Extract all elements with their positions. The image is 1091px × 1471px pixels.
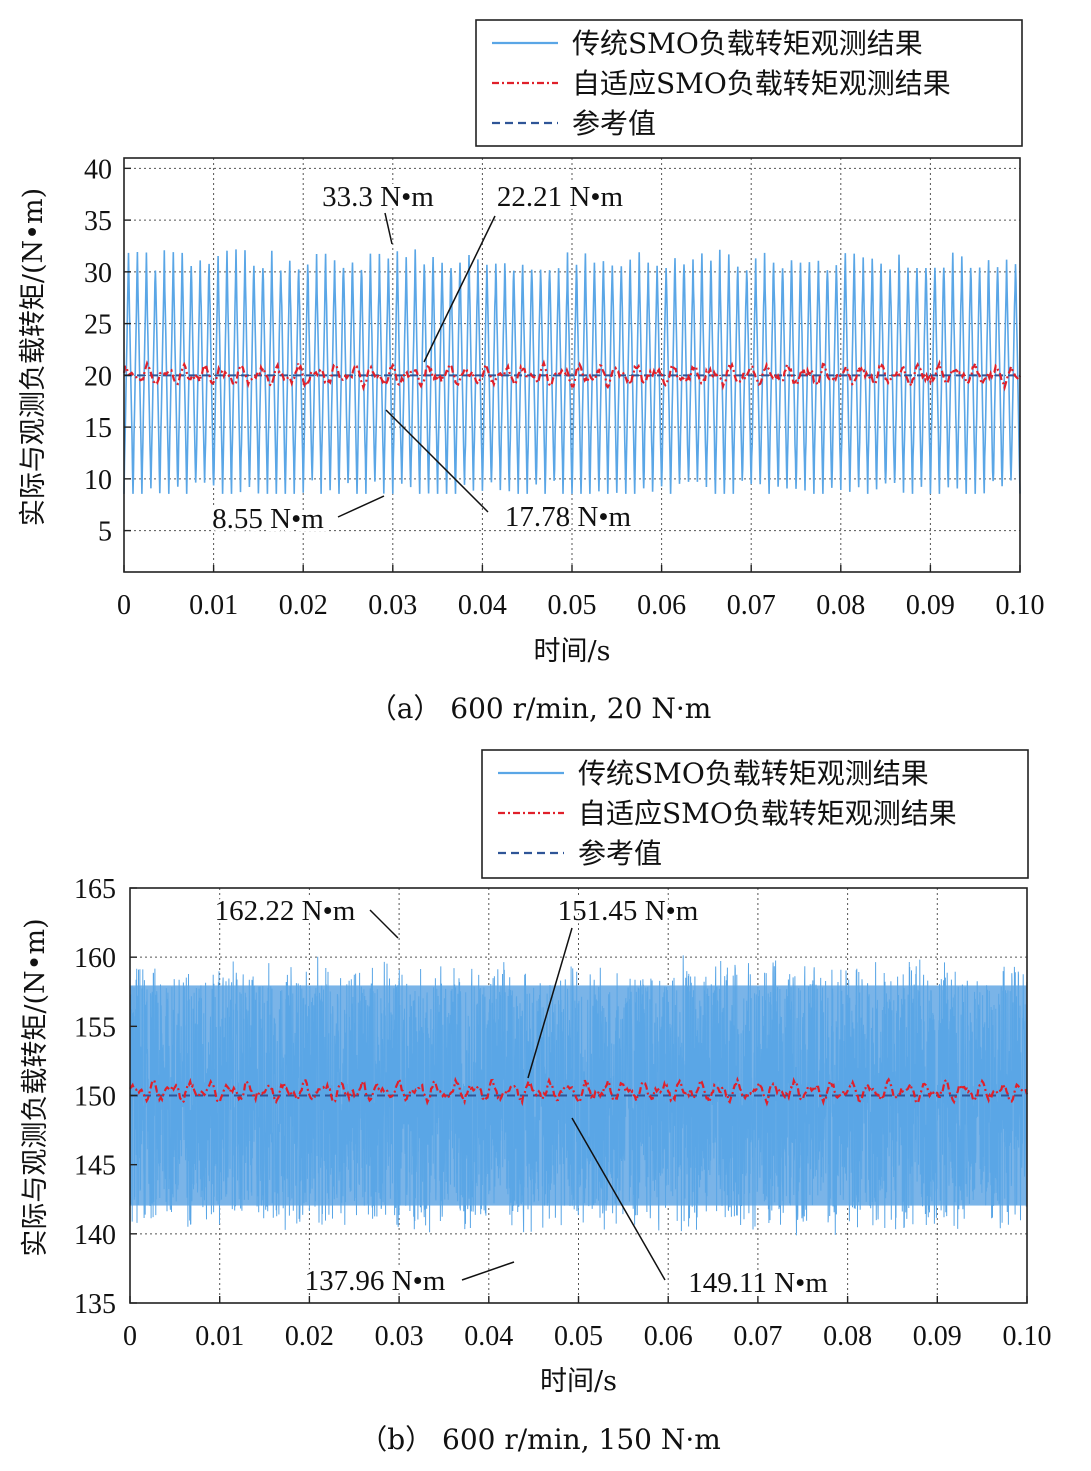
caption: （b） 600 r/min, 150 N·m [359, 1423, 721, 1456]
annotation-leader [369, 909, 399, 939]
annotation-label: 17.78 N•m [505, 501, 632, 533]
y-tick-label: 35 [84, 206, 112, 237]
annotation-label: 22.21 N•m [497, 181, 624, 213]
y-tick-label: 20 [84, 361, 112, 392]
annotation-label: 149.11 N•m [688, 1267, 828, 1299]
adaptive-smo-line [122, 359, 1022, 392]
y-axis-label: 实际与观测负载转矩/(N•m) [18, 188, 49, 526]
x-tick-label: 0.02 [279, 590, 328, 621]
caption: （a） 600 r/min, 20 N·m [369, 692, 712, 725]
x-tick-label: 0 [117, 590, 131, 621]
x-tick-label: 0.04 [458, 590, 507, 621]
y-tick-label: 30 [84, 258, 112, 289]
x-tick-label: 0.06 [644, 1321, 693, 1352]
y-tick-label: 5 [98, 517, 112, 548]
grid-lines [130, 887, 1027, 1304]
x-axis-ticks: 0 0.01 0.02 0.03 0.04 0.05 0.06 0.07 0.08 0.09 0.1… [117, 565, 1045, 621]
annotation-label: 162.22 N•m [215, 895, 356, 927]
annotation-label: 33.3 N•m [322, 181, 434, 213]
annotation-leader [571, 1117, 666, 1281]
legend-label: 自适应SMO负载转矩观测结果 [572, 67, 951, 100]
x-axis-ticks: 0 0.01 0.02 0.03 0.04 0.05 0.06 0.07 0.08 0.09 0.1… [123, 1296, 1052, 1352]
chart-panel-a: 0 0.01 0.02 0.03 0.04 0.05 0.06 0.07 0.08 0.09 0.1… [18, 19, 1045, 725]
y-axis-label: 实际与观测负载转矩/(N•m) [20, 918, 51, 1256]
legend-label: 传统SMO负载转矩观测结果 [578, 757, 929, 790]
x-tick-label: 0.04 [464, 1321, 513, 1352]
y-tick-label: 165 [74, 874, 116, 905]
legend-label: 传统SMO负载转矩观测结果 [572, 27, 923, 60]
annotation-leader [385, 409, 489, 513]
y-axis-ticks: 5 10 15 20 25 30 35 40 [84, 154, 131, 548]
x-axis-label: 时间/s [540, 1366, 617, 1397]
x-tick-label: 0.03 [375, 1321, 424, 1352]
x-tick-label: 0.05 [554, 1321, 603, 1352]
x-tick-label: 0.01 [195, 1321, 244, 1352]
y-tick-label: 40 [84, 154, 112, 185]
series-adaptive-smo [122, 359, 1022, 392]
annotation-leader [337, 495, 385, 518]
x-axis-label: 时间/s [534, 636, 611, 667]
x-tick-label: 0.08 [816, 590, 865, 621]
traditional-smo-line [123, 249, 1021, 494]
x-tick-label: 0.07 [733, 1321, 782, 1352]
y-tick-label: 140 [74, 1220, 116, 1251]
annotation-leader [461, 1261, 515, 1281]
legend-label: 参考值 [578, 837, 662, 870]
x-tick-label: 0.09 [913, 1321, 962, 1352]
x-tick-label: 0.01 [189, 590, 238, 621]
x-tick-label: 0.05 [548, 590, 597, 621]
y-tick-label: 150 [74, 1082, 116, 1113]
annotation-label: 137.96 N•m [305, 1265, 446, 1297]
x-tick-label: 0.08 [823, 1321, 872, 1352]
legend-label: 参考值 [572, 107, 656, 140]
annotation-leader [423, 215, 496, 363]
legend-box [475, 19, 1023, 147]
series-traditional-smo [123, 249, 1021, 494]
x-tick-label: 0.07 [727, 590, 776, 621]
grid-lines [124, 158, 1020, 572]
annotation-leader [527, 927, 573, 1079]
y-tick-label: 135 [74, 1289, 116, 1320]
x-tick-label: 0.10 [1003, 1321, 1052, 1352]
y-tick-label: 25 [84, 310, 112, 341]
annotations: 162.22 N•m 151.45 N•m 137.96 N•m 149.11 N•m [212, 892, 832, 1302]
x-tick-label: 0.06 [637, 590, 686, 621]
legend-box [481, 749, 1029, 879]
x-tick-label: 0.02 [285, 1321, 334, 1352]
y-tick-label: 155 [74, 1012, 116, 1043]
y-tick-label: 15 [84, 413, 112, 444]
x-tick-label: 0.03 [368, 590, 417, 621]
legend-label: 自适应SMO负载转矩观测结果 [578, 797, 957, 830]
y-tick-label: 145 [74, 1151, 116, 1182]
adaptive-smo-line [129, 1076, 1029, 1108]
x-tick-label: 0 [123, 1321, 137, 1352]
series-adaptive-smo [129, 1076, 1029, 1108]
y-tick-label: 10 [84, 465, 112, 496]
annotation-label: 151.45 N•m [558, 895, 699, 927]
y-tick-label: 160 [74, 943, 116, 974]
annotation-label: 8.55 N•m [212, 503, 324, 535]
chart-panel-b: 0 0.01 0.02 0.03 0.04 0.05 0.06 0.07 0.08 0.09 0.1… [20, 749, 1052, 1456]
x-tick-label: 0.10 [996, 590, 1045, 621]
annotations: 33.3 N•m 22.21 N•m 8.55 N•m 17.78 N•m [209, 178, 634, 538]
annotation-leader [384, 212, 393, 245]
x-tick-label: 0.09 [906, 590, 955, 621]
y-axis-ticks: 135 140 145 150 155 160 165 [74, 874, 137, 1320]
